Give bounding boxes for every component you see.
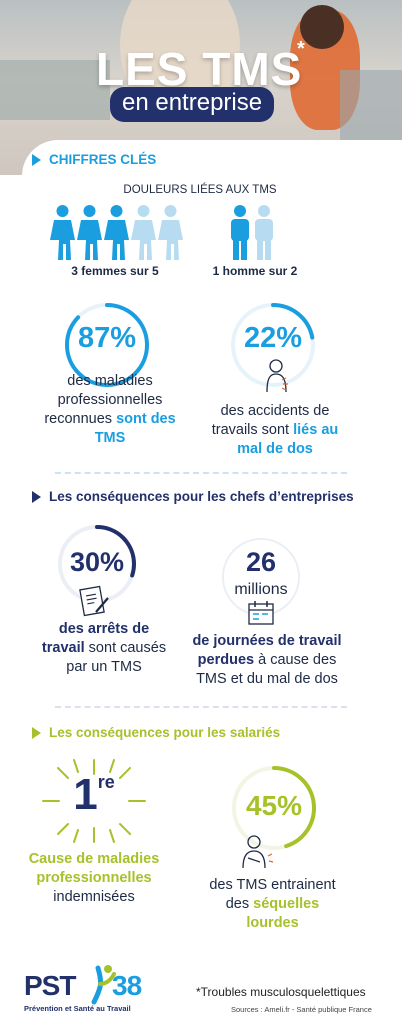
stat-text-first: Cause de maladies professionnelles indem… <box>18 850 170 907</box>
title-asterisk: * <box>297 38 305 60</box>
stat-value-ordinal: re <box>97 772 115 792</box>
hero-photo: LES TMS * en entreprise <box>0 0 402 175</box>
stat-value-number: 1 <box>73 770 98 819</box>
stat-text-highlight: des arrêts de travail <box>41 621 150 656</box>
stat-unit-millions: millions <box>234 581 288 598</box>
pain-subheading: DOULEURS LIÉES AUX TMS <box>123 184 277 196</box>
stat-text-87: des maladies professionnelles reconnues … <box>40 372 180 448</box>
logo-text-right: 38 <box>112 970 142 1001</box>
back-pain-icon <box>266 359 288 393</box>
document-pen-icon <box>79 585 109 617</box>
men-pictogram <box>229 204 275 260</box>
arrow-icon <box>32 153 41 166</box>
stat-text-plain: indemnisées <box>53 889 135 905</box>
logo-figure-icon <box>91 965 116 1005</box>
stat-text-highlight: liés au mal de dos <box>237 422 339 457</box>
stat-value-22: 22% <box>243 322 303 354</box>
page-title: LES TMS <box>96 43 303 95</box>
men-caption: 1 homme sur 2 <box>212 264 298 278</box>
section-heading-employers: Les conséquences pour les chefs d’entrep… <box>32 489 354 504</box>
section-heading-text: Les conséquences pour les salariés <box>49 725 281 740</box>
stat-text-plain: à cause des TMS et du mal de dos <box>196 652 338 687</box>
stat-value-first: 1re <box>70 770 118 820</box>
woman-icon <box>158 205 183 260</box>
stat-text-plain: sont causés par un TMS <box>66 640 167 675</box>
pst38-logo: PST 38 <box>24 962 154 1006</box>
logo-tagline: Prévention et Santé au Travail <box>24 1004 131 1013</box>
section-heading-text: Les conséquences pour les chefs d’entrep… <box>49 489 354 504</box>
calendar-icon <box>248 601 274 625</box>
woman-icon <box>50 205 75 260</box>
stat-text-highlight: de journées de travail perdues <box>192 633 342 668</box>
arrow-icon <box>32 490 41 503</box>
section-heading-text: CHIFFRES CLÉS <box>49 152 157 167</box>
stat-text-26: de journées de travail perdues à cause d… <box>182 632 352 689</box>
worker-pain-icon <box>242 835 274 869</box>
women-caption: 3 femmes sur 5 <box>71 264 159 278</box>
man-icon <box>231 205 249 260</box>
stat-text-30: des arrêts de travail sont causés par un… <box>38 620 170 677</box>
stat-ring-87 <box>65 303 149 387</box>
women-pictogram <box>50 204 183 260</box>
stat-text-45: des TMS entrainent des séquelles lourdes <box>205 876 340 933</box>
stat-text-plain: des maladies professionnelles reconnues <box>44 373 163 427</box>
woman-icon <box>131 205 156 260</box>
stat-text-plain: des accidents de travails sont <box>211 403 330 438</box>
stat-ring-45 <box>232 766 316 850</box>
sunburst-icon <box>42 759 146 843</box>
stat-text-highlight: sont des TMS <box>94 411 176 446</box>
section-divider <box>55 706 347 708</box>
stat-text-highlight: séquelles lourdes <box>246 896 320 931</box>
sources: Sources : Ameli.fr - Santé publique Fran… <box>231 1005 372 1014</box>
stat-value-30: 30% <box>69 547 125 577</box>
section-divider <box>55 472 347 474</box>
arrow-icon <box>32 726 41 739</box>
stat-text-22: des accidents de travails sont liés au m… <box>205 402 345 459</box>
stat-text-plain: des TMS entrainent des <box>209 877 336 912</box>
content-card <box>22 140 402 1024</box>
stat-value-45: 45% <box>245 790 303 821</box>
stat-value-26: 26 <box>245 547 277 577</box>
stat-ring-22 <box>231 303 315 387</box>
footnote: *Troubles musculosquelettiques <box>196 985 366 999</box>
photo-shape <box>300 5 344 49</box>
woman-icon <box>104 205 129 260</box>
stat-value-87: 87% <box>77 322 137 354</box>
section-heading-employees: Les conséquences pour les salariés <box>32 725 280 740</box>
stat-text-highlight: Cause de maladies professionnelles <box>28 851 160 886</box>
page-subtitle: en entreprise <box>110 87 275 122</box>
logo-text-left: PST <box>24 970 76 1001</box>
photo-shape <box>0 60 110 120</box>
man-icon <box>255 205 273 260</box>
woman-icon <box>77 205 102 260</box>
section-heading-key-figures: CHIFFRES CLÉS <box>32 152 156 167</box>
